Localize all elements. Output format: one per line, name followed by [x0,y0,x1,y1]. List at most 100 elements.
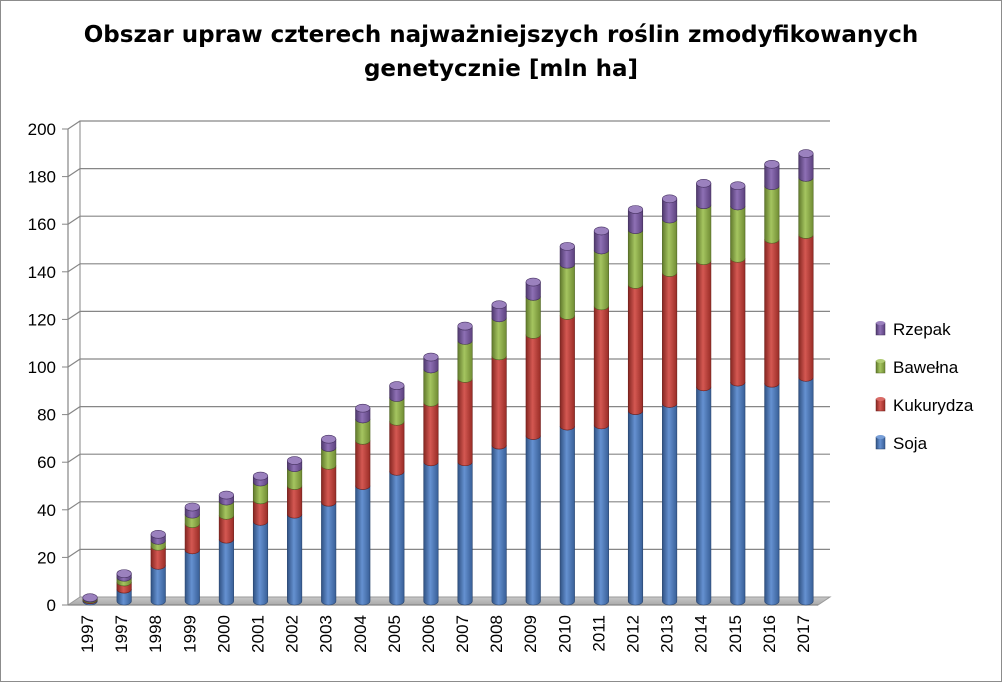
bar-cap [593,226,609,236]
bar-stack [82,593,98,606]
x-tick-label: 1997 [78,615,97,653]
legend-swatch-cap [876,321,885,325]
bar-stack [525,277,541,606]
bar-cap [491,300,507,309]
y-tick-label: 160 [28,215,56,234]
bar-stack [457,321,473,606]
bar-soja [184,549,200,606]
bar-cap [730,181,746,190]
bar-kukurydza [730,258,746,387]
y-tick-label: 140 [28,263,56,282]
bar-cap [389,381,405,390]
x-tick-label: 2007 [453,615,472,653]
bar-stack [662,194,678,606]
x-tick-label: 1997 [112,615,131,653]
bar-stack [150,530,166,606]
bar-cap [559,242,575,251]
x-tick-label: 2016 [760,615,779,653]
label-layer: 0 20 40 60 80 100 120 140 160 180 200 1997 1997 1998 1… [28,120,813,653]
bar-soja [423,461,439,606]
x-tick-label: 1999 [180,615,199,653]
bar-soja [525,435,541,606]
x-tick-label: 2013 [658,615,677,653]
gridline [67,406,830,416]
bar-cap [696,179,712,188]
legend-swatch-cap [876,397,885,401]
x-tick-label: 2008 [487,615,506,653]
y-tick-label: 20 [37,548,56,567]
bar-cap [116,569,132,578]
bar-bawełna [696,204,712,265]
x-tick-label: 2011 [589,615,608,652]
bar-stack [730,181,746,606]
legend-swatch-cap [876,435,885,439]
bar-stack [423,352,439,606]
bar-bawełna [559,264,575,320]
bar-bawełna [764,185,780,244]
x-tick-label: 2001 [249,615,268,653]
bar-kukurydza [287,485,303,519]
bar-kukurydza [559,315,575,431]
bar-kukurydza [457,378,473,467]
bar-stack [355,403,371,606]
x-tick-label: 2012 [624,615,643,653]
bar-bawełna [525,296,541,339]
bar-stack [593,226,609,606]
bar-soja [593,424,609,606]
gridline [67,501,830,511]
bar-soja [457,461,473,606]
bar-cap [150,530,166,539]
bar-stack [116,569,132,606]
gridline [67,548,830,558]
legend-label: Rzepak [893,320,951,339]
bar-bawełna [423,368,439,407]
legend: Rzepak Bawełna Kukurydza Soja [875,320,974,453]
bar-kukurydza [184,523,200,555]
x-tick-label: 2014 [692,615,711,653]
bar-cap [287,456,303,465]
legend-label: Bawełna [893,358,959,377]
x-tick-label: 2003 [317,615,336,653]
bar-soja [150,565,166,606]
x-tick-label: 2005 [385,615,404,653]
bar-kukurydza [764,239,780,388]
bar-bawełna [627,229,644,289]
gridline [67,168,830,178]
x-tick-label: 2009 [521,615,540,653]
gridline [67,358,830,368]
y-tick-label: 60 [37,453,56,472]
bar-stack [287,456,303,606]
bar-stack [798,149,814,606]
bar-bawełna [491,317,507,361]
bar-cap [764,159,780,169]
x-tick-label: 2002 [283,615,302,653]
bar-kukurydza [491,355,507,450]
bar-layer [82,149,814,606]
y-tick-label: 0 [47,596,56,615]
bar-kukurydza [525,334,541,440]
gridline [67,120,830,130]
chart-title-line-1: Obszar upraw czterech najważniejszych ro… [83,22,919,48]
x-tick-label: 2000 [214,615,233,653]
bar-soja [764,383,780,606]
y-tick-label: 100 [28,358,56,377]
bar-bawełna [798,177,814,239]
bar-stack [491,300,507,606]
x-tick-label: 2010 [555,615,574,653]
bar-bawełna [593,249,609,311]
bar-stack [218,490,234,606]
bar-cap [662,194,678,204]
bar-stack [184,502,200,606]
bar-stack [764,159,780,606]
bar-stack [627,205,644,606]
bar-kukurydza [355,440,371,490]
bar-cap [218,490,234,500]
bar-soja [321,502,337,606]
bar-cap [525,277,541,287]
grid-layer [66,120,832,606]
bar-soja [218,539,234,606]
bar-cap [184,502,200,512]
bar-soja [559,426,575,606]
bar-soja [287,514,303,606]
